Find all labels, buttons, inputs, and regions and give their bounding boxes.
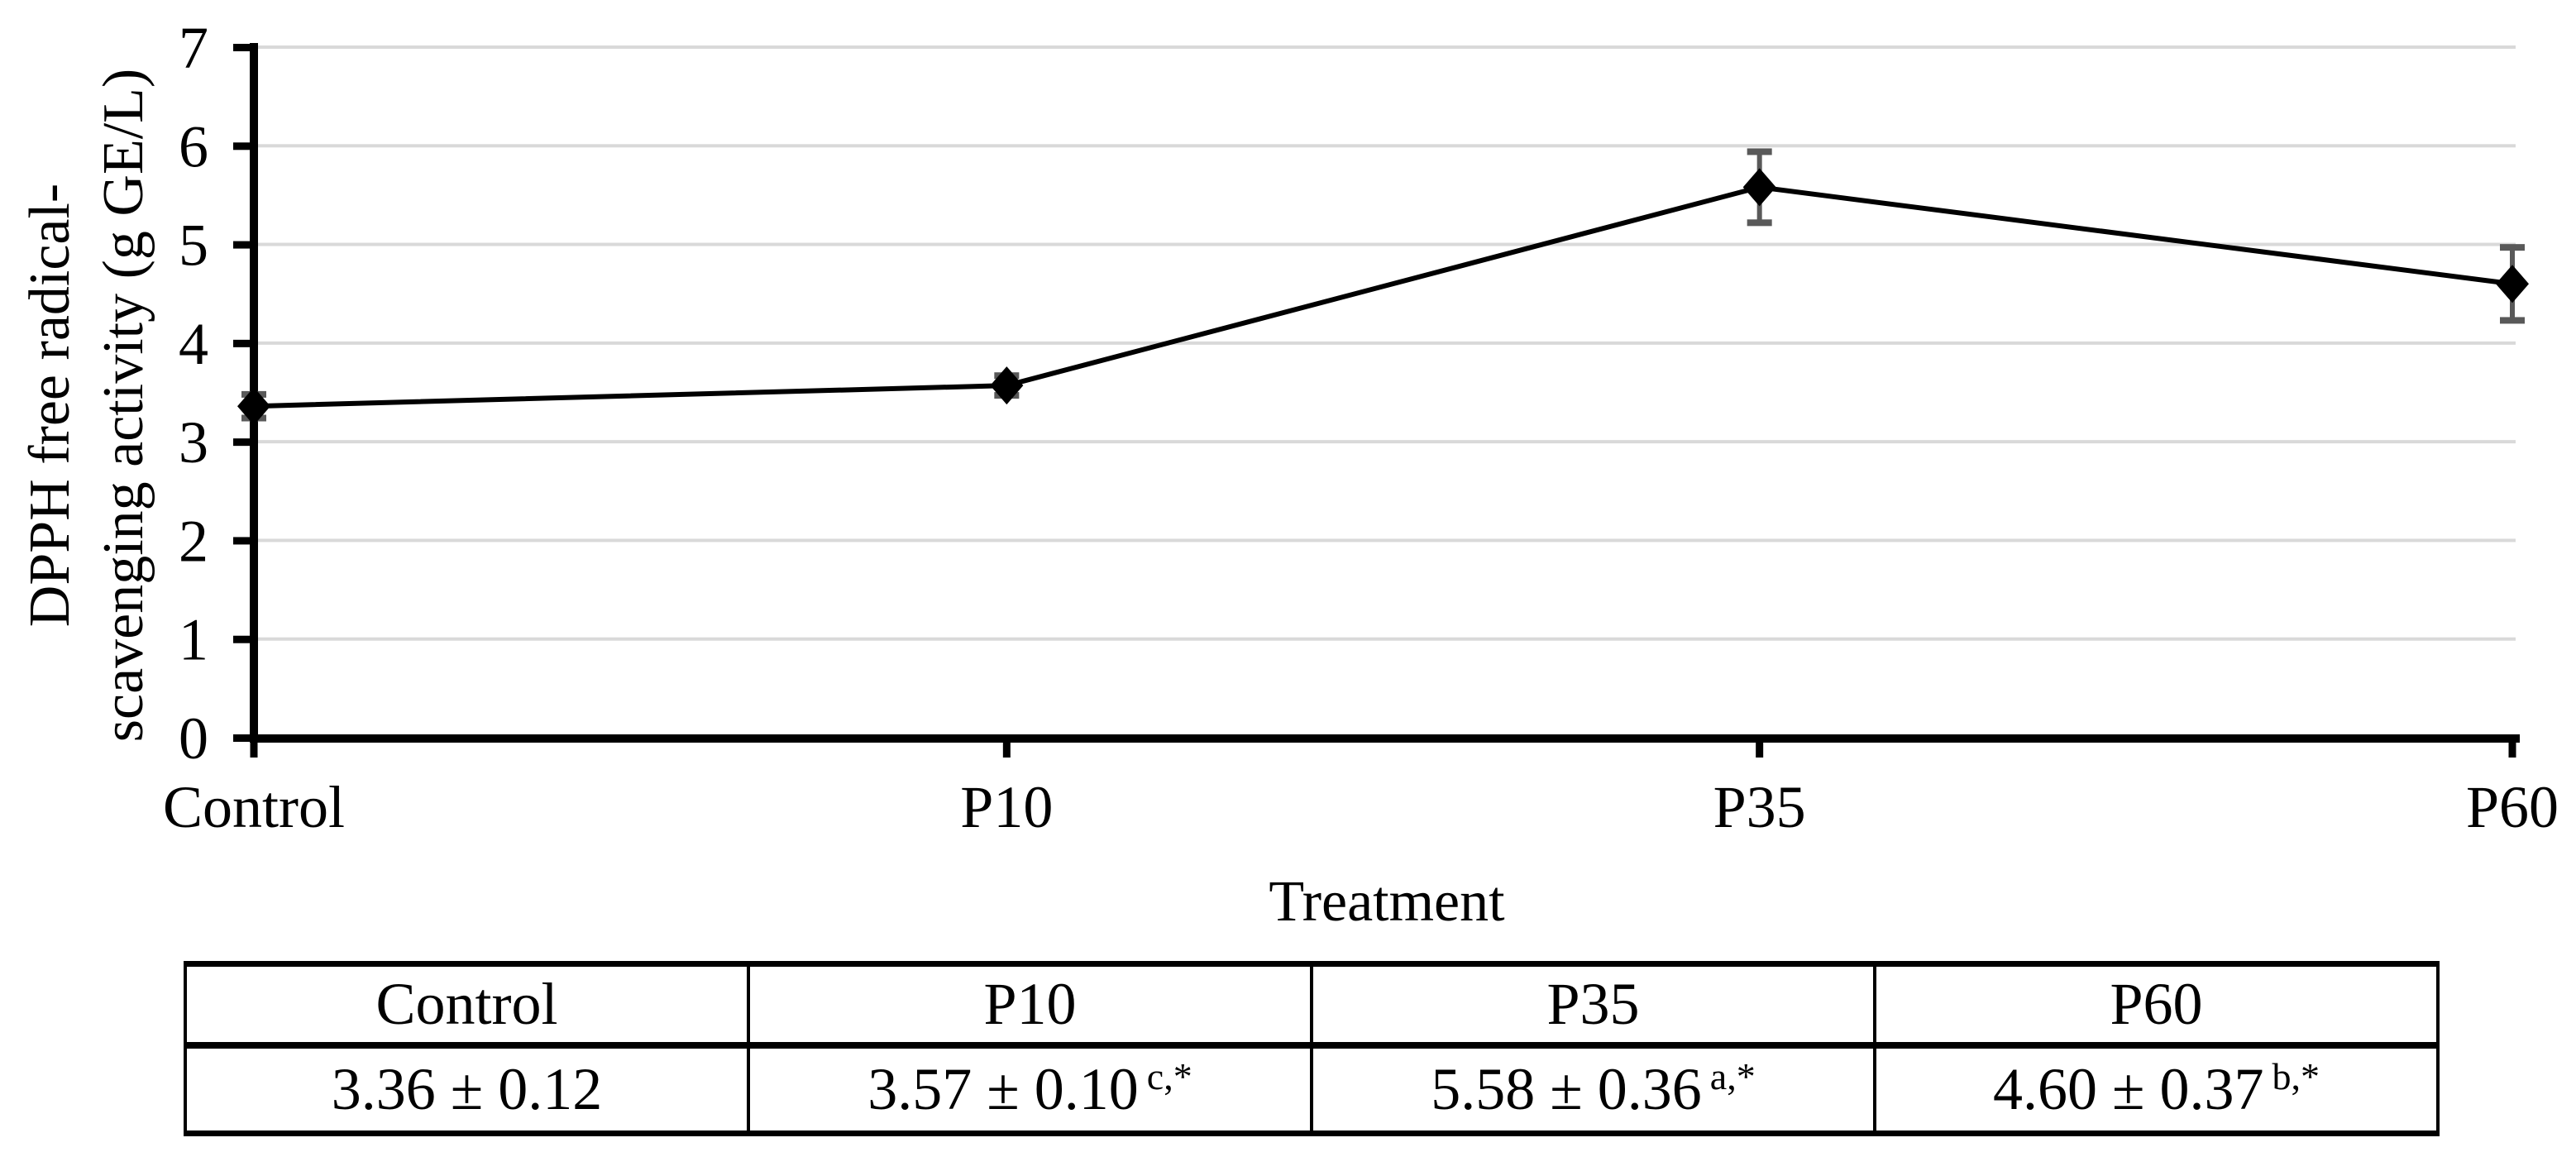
table-cell: 3.57 ± 0.10 c,* (747, 1045, 1313, 1134)
significance-superscript: c,* (1146, 1055, 1192, 1097)
data-table-container: Control P10 P35 P60 3.36 ± 0.12 3.57 ± 0.10 c,… (184, 961, 2440, 1136)
gridline (258, 341, 2516, 345)
gridline (258, 637, 2516, 641)
gridline (258, 242, 2516, 246)
y-tick-label: 3 (179, 409, 208, 476)
gridline (258, 45, 2516, 49)
table-cell: 3.36 ± 0.12 (184, 1045, 750, 1134)
y-axis-title-line2: scavenging activity (g GE/L) (92, 69, 155, 742)
x-tick-label: P60 (2466, 774, 2559, 840)
y-tick-label: 1 (179, 607, 208, 673)
data-point-marker (237, 387, 270, 426)
x-axis (250, 734, 2520, 743)
data-point-marker (990, 366, 1024, 405)
error-bar-cap-top (1747, 148, 1772, 155)
x-axis-tick (1002, 743, 1011, 758)
table-header-cell: Control (184, 963, 750, 1049)
y-tick-label: 4 (179, 311, 208, 377)
y-tick-label: 7 (179, 15, 208, 81)
table-cell-value: 4.60 ± 0.37 (1992, 1056, 2264, 1122)
y-tick-label: 6 (179, 113, 208, 179)
data-table: Control P10 P35 P60 3.36 ± 0.12 3.57 ± 0.10 c,… (184, 961, 2440, 1136)
data-point-marker (2496, 265, 2529, 304)
significance-superscript: b,* (2272, 1055, 2320, 1097)
table-header-cell: P60 (1873, 963, 2440, 1049)
table-header-cell: P10 (747, 963, 1313, 1049)
table-cell: 5.58 ± 0.36 a,* (1310, 1045, 1876, 1134)
y-axis-tick (233, 339, 250, 347)
table-cell-value: 3.36 ± 0.12 (331, 1056, 603, 1122)
y-axis-tick (233, 635, 250, 643)
y-tick-label: 5 (179, 213, 208, 279)
x-tick-label: P35 (1713, 774, 1806, 840)
y-tick-label: 0 (179, 705, 208, 772)
data-point-marker (1742, 168, 1776, 207)
y-axis-tick (233, 438, 250, 447)
y-axis-tick (233, 142, 250, 151)
y-axis-tick (233, 241, 250, 249)
line-chart: 0 1 2 3 4 5 6 7 Control P10 P35 P60 DPPH free radic… (18, 15, 2559, 934)
y-axis-tick (233, 44, 250, 51)
data-line (253, 184, 2513, 409)
x-axis-tick (1756, 743, 1764, 758)
x-axis-tick (250, 743, 258, 758)
table-header-cell: P35 (1310, 963, 1876, 1049)
y-axis-title-line1: DPPH free radical- (18, 184, 82, 627)
table-cell-value: 3.57 ± 0.10 (867, 1056, 1139, 1122)
y-axis-tick (233, 537, 250, 545)
y-tick-label: 2 (179, 508, 208, 574)
y-axis-tick (233, 734, 250, 742)
table-cell-value: 5.58 ± 0.36 (1431, 1056, 1702, 1122)
x-axis-tick (2508, 743, 2516, 758)
error-bar-cap-bottom (2500, 317, 2525, 324)
x-tick-label: Control (163, 774, 345, 840)
x-axis-title: Treatment (1269, 870, 1505, 934)
x-tick-label: P10 (960, 774, 1053, 840)
significance-superscript: a,* (1709, 1055, 1756, 1097)
table-header-row: Control P10 P35 P60 (184, 963, 2440, 1049)
table-cell: 4.60 ± 0.37 b,* (1873, 1045, 2440, 1134)
gridline (258, 440, 2516, 444)
error-bar-cap-bottom (1747, 219, 1772, 227)
gridline (258, 144, 2516, 148)
gridline (258, 538, 2516, 543)
chart-plot-area: 0 1 2 3 4 5 6 7 Control P10 P35 P60 (163, 15, 2559, 840)
table-row: 3.36 ± 0.12 3.57 ± 0.10 c,* 5.58 ± 0.36 a,* 4… (184, 1045, 2440, 1134)
error-bar-cap-top (2500, 244, 2525, 251)
